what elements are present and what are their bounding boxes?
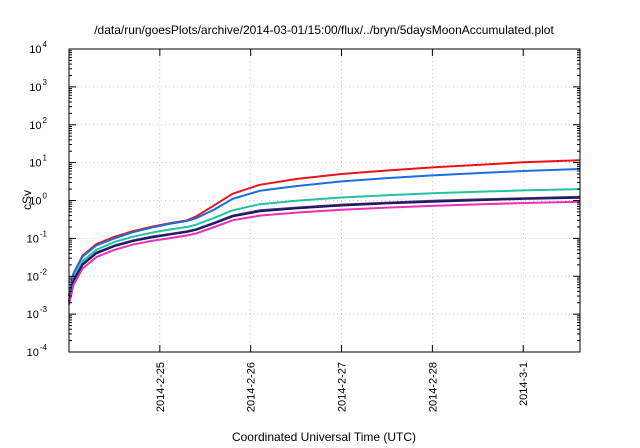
y-tick-exponent: -3 <box>40 305 48 314</box>
y-tick-exponent: 3 <box>43 78 48 87</box>
chart-title: /data/run/goesPlots/archive/2014-03-01/1… <box>94 23 554 37</box>
y-tick-exponent: 2 <box>43 116 48 125</box>
y-tick-label: 10-2 <box>27 267 48 283</box>
series-group <box>68 159 581 305</box>
x-tick-label: 2014-2-26 <box>246 362 258 412</box>
y-tick-label: 10-1 <box>27 229 48 245</box>
y-axis-label: cSv <box>20 190 34 210</box>
x-tick-label: 2014-2-28 <box>427 362 439 412</box>
y-tick-exponent: 4 <box>43 40 48 49</box>
y-tick-label: 10-4 <box>27 343 48 359</box>
series-line-5 <box>68 196 581 303</box>
y-tick-label: 10-3 <box>27 305 48 321</box>
series-line-6 <box>68 200 581 305</box>
x-tick-label: 2014-3-1 <box>518 362 530 406</box>
ticks: 10-410-310-210-11001011021031042014-2-25… <box>27 40 580 412</box>
series-line-3 <box>68 188 581 300</box>
y-tick-exponent: -4 <box>40 343 48 352</box>
x-axis-label: Coordinated Universal Time (UTC) <box>232 430 416 444</box>
y-tick-exponent: 1 <box>43 154 48 163</box>
x-tick-label: 2014-2-27 <box>337 362 349 412</box>
y-tick-label: 104 <box>29 40 47 56</box>
grid <box>69 49 580 352</box>
y-tick-label: 102 <box>29 116 47 132</box>
series-line-2 <box>68 168 581 297</box>
y-tick-label: 103 <box>29 78 47 94</box>
y-tick-exponent: 0 <box>43 192 48 201</box>
series-line-4 <box>68 195 581 302</box>
x-tick-label: 2014-2-25 <box>155 362 167 412</box>
y-tick-exponent: -1 <box>40 229 48 238</box>
series-line-1 <box>68 159 581 297</box>
y-tick-exponent: -2 <box>40 267 48 276</box>
y-tick-label: 101 <box>29 154 47 170</box>
